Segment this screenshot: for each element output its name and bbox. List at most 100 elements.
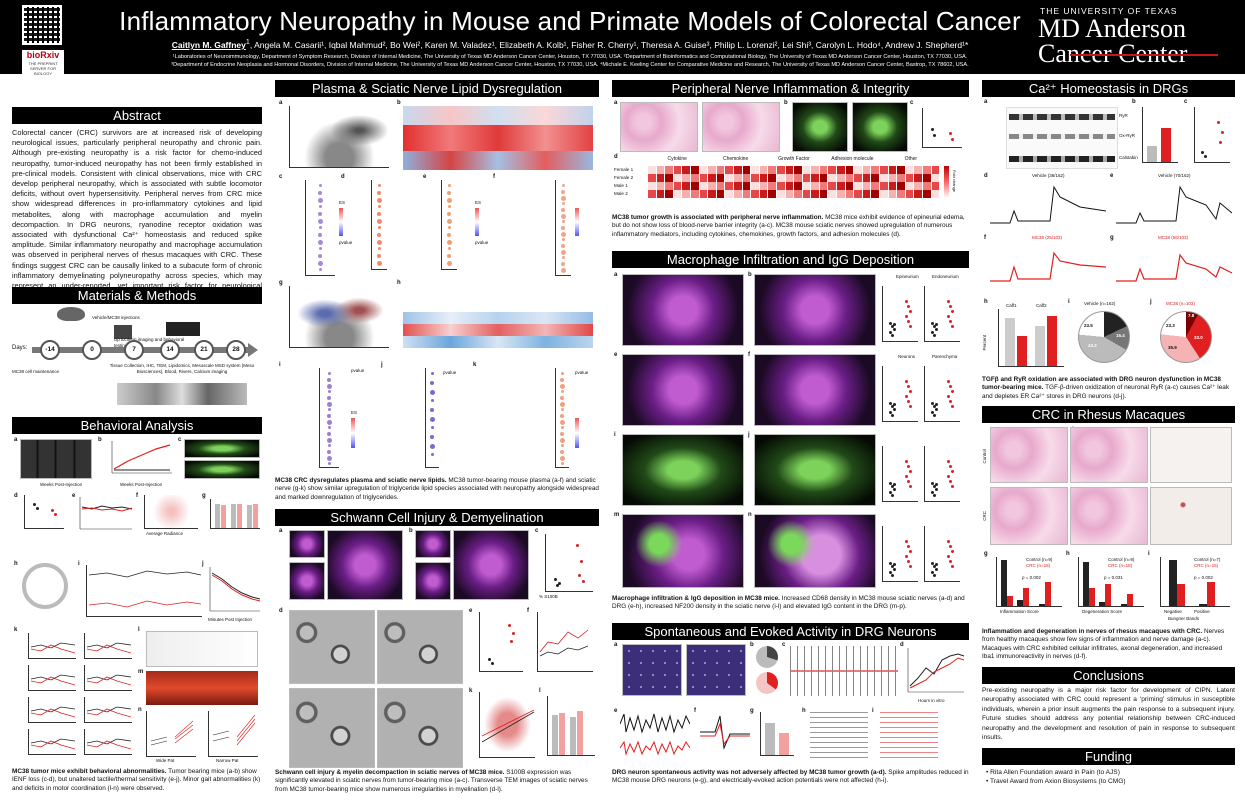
hours-label: Hours in vitro (918, 698, 945, 703)
western-blot (1006, 107, 1118, 169)
heatmap-cell (923, 166, 932, 174)
lipid-bubble (561, 238, 565, 241)
other-authors: , Angela M. Casarii¹, Iqbal Mahmud², Bo … (249, 39, 969, 50)
p-i: p = 0.002 (1194, 575, 1213, 580)
heatmap-cell (871, 166, 881, 174)
cytokine-heatmap (648, 166, 941, 198)
beam-photo (146, 671, 258, 705)
heatmap-cell (699, 166, 709, 174)
lipid-bubble (447, 184, 451, 187)
heatmap-cell (811, 166, 820, 174)
heatmap-cell (845, 166, 855, 174)
abstract-heading: Abstract (12, 107, 262, 124)
heatmap-cell (699, 174, 709, 182)
heatmap-cell (923, 182, 932, 190)
lipid-bubble (377, 212, 381, 216)
lipid-bubble (561, 184, 565, 187)
lipid-bubble (559, 402, 565, 407)
heatmap-cell (665, 182, 674, 190)
lipid-bubble (429, 390, 435, 395)
heatmap-cell (931, 166, 941, 174)
pvalue-label-4: pvalue (443, 370, 457, 375)
he-mc38-image (702, 102, 780, 152)
heatmap-cell (880, 174, 889, 182)
inflammation-figure: a b c d Cytokine Chemokine Growth Factor Ad… (612, 100, 969, 210)
wide-pat-label: Wide Pat (156, 758, 175, 763)
p-h: p = 0.031 (1104, 575, 1123, 580)
legend-crc-i: CRC (n=15) (1194, 563, 1219, 568)
ca-trace-vehicle-d (990, 185, 1106, 224)
lipid-bubble (430, 372, 434, 375)
lipid-bubble (447, 233, 451, 237)
lipid-bubble (560, 378, 564, 382)
rhesus-control-a (990, 427, 1068, 483)
heatmap-cell (914, 166, 923, 174)
nf200-mc38 (754, 434, 876, 506)
heatmap-cell (690, 190, 700, 198)
heatmap-cell (897, 166, 906, 174)
heatmap-cell (811, 174, 820, 182)
lipid-bubble (317, 240, 323, 245)
drg-caption: DRG neuron spontaneous activity was not … (612, 769, 969, 785)
lipid-bubble (429, 417, 435, 422)
institution-name-2: Cancer Center (1030, 41, 1240, 67)
hot-cold-plate-chart (86, 565, 202, 617)
inflammation-score-chart (996, 557, 1062, 607)
heatmap-cell (648, 190, 657, 198)
lipid-bubble (560, 426, 564, 429)
lipid-bubble (447, 191, 451, 195)
logo-strike-line (1070, 54, 1218, 56)
quant-dotplot (924, 286, 960, 342)
pvalue-label-1: pvalue (339, 240, 353, 245)
heatmap-cell (673, 166, 683, 174)
pie-m-val-2: 33.0 (1194, 335, 1203, 340)
lipid-bubble (318, 205, 322, 208)
lipid-bubble (560, 396, 564, 400)
weeks-label-b: Weeks Post-Injection (120, 482, 163, 487)
igg-mc38 (754, 514, 876, 588)
lipid-bubble (561, 256, 565, 259)
heatmap-cell (862, 190, 872, 198)
heatmap-row (648, 182, 941, 190)
heatmap-cell (905, 182, 915, 190)
heatmap-plasma (403, 106, 593, 170)
minutes-chart (209, 567, 261, 612)
heatmap-cell (742, 190, 752, 198)
lipid-bubble (377, 254, 381, 258)
heatmap-cell (785, 166, 795, 174)
barrier-dotplot (922, 108, 962, 148)
legend-control-h: Control (n=9) (1108, 557, 1135, 562)
mc38-n-g: MC38 (56/103) (1158, 235, 1189, 240)
heatmap-group-label: Adhesion molecule (831, 156, 874, 162)
quant-dotplot (882, 526, 918, 582)
pie-m-val-3: 7.8 (1188, 313, 1195, 318)
lipid-bubble (327, 372, 331, 375)
heatmap-cell (716, 190, 726, 198)
heatmap-cell (656, 174, 666, 182)
author-list: Caitlyn M. Gaffney1, Angela M. Casarii¹,… (110, 38, 1030, 50)
lipid-bubble (377, 226, 381, 229)
lipid-bubble (561, 226, 565, 230)
methods-timeline: Vehicle/MC38 injections Up luciferin ima… (12, 307, 262, 407)
lead-author: Caitlyn M. Gaffney (171, 39, 246, 50)
ienf-mc38-image (184, 460, 260, 479)
es-colorbar-3 (575, 208, 579, 236)
heatmap-cell (794, 166, 803, 174)
heatmap-cell (828, 190, 838, 198)
lipid-bubble (561, 220, 565, 223)
waveform (700, 715, 750, 750)
heatmap-cell (794, 190, 803, 198)
calstabin-label: Calstabin (1119, 155, 1138, 160)
heatmap-cell (768, 166, 777, 174)
heatmap-cell (648, 182, 657, 190)
lipid-bubble (446, 219, 452, 224)
institution-line: THE UNIVERSITY OF TEXAS (1040, 6, 1178, 16)
lipid-bubble (317, 219, 323, 224)
days-label: Days: (12, 345, 28, 351)
he-vehicle-image (620, 102, 698, 152)
control-label: Control (982, 449, 987, 464)
lipid-bubble (317, 261, 323, 266)
heatmap-cell (931, 182, 941, 190)
lipid-bubble (327, 450, 331, 454)
vehicle-n-e: Vehicle (70/162) (1158, 173, 1191, 178)
